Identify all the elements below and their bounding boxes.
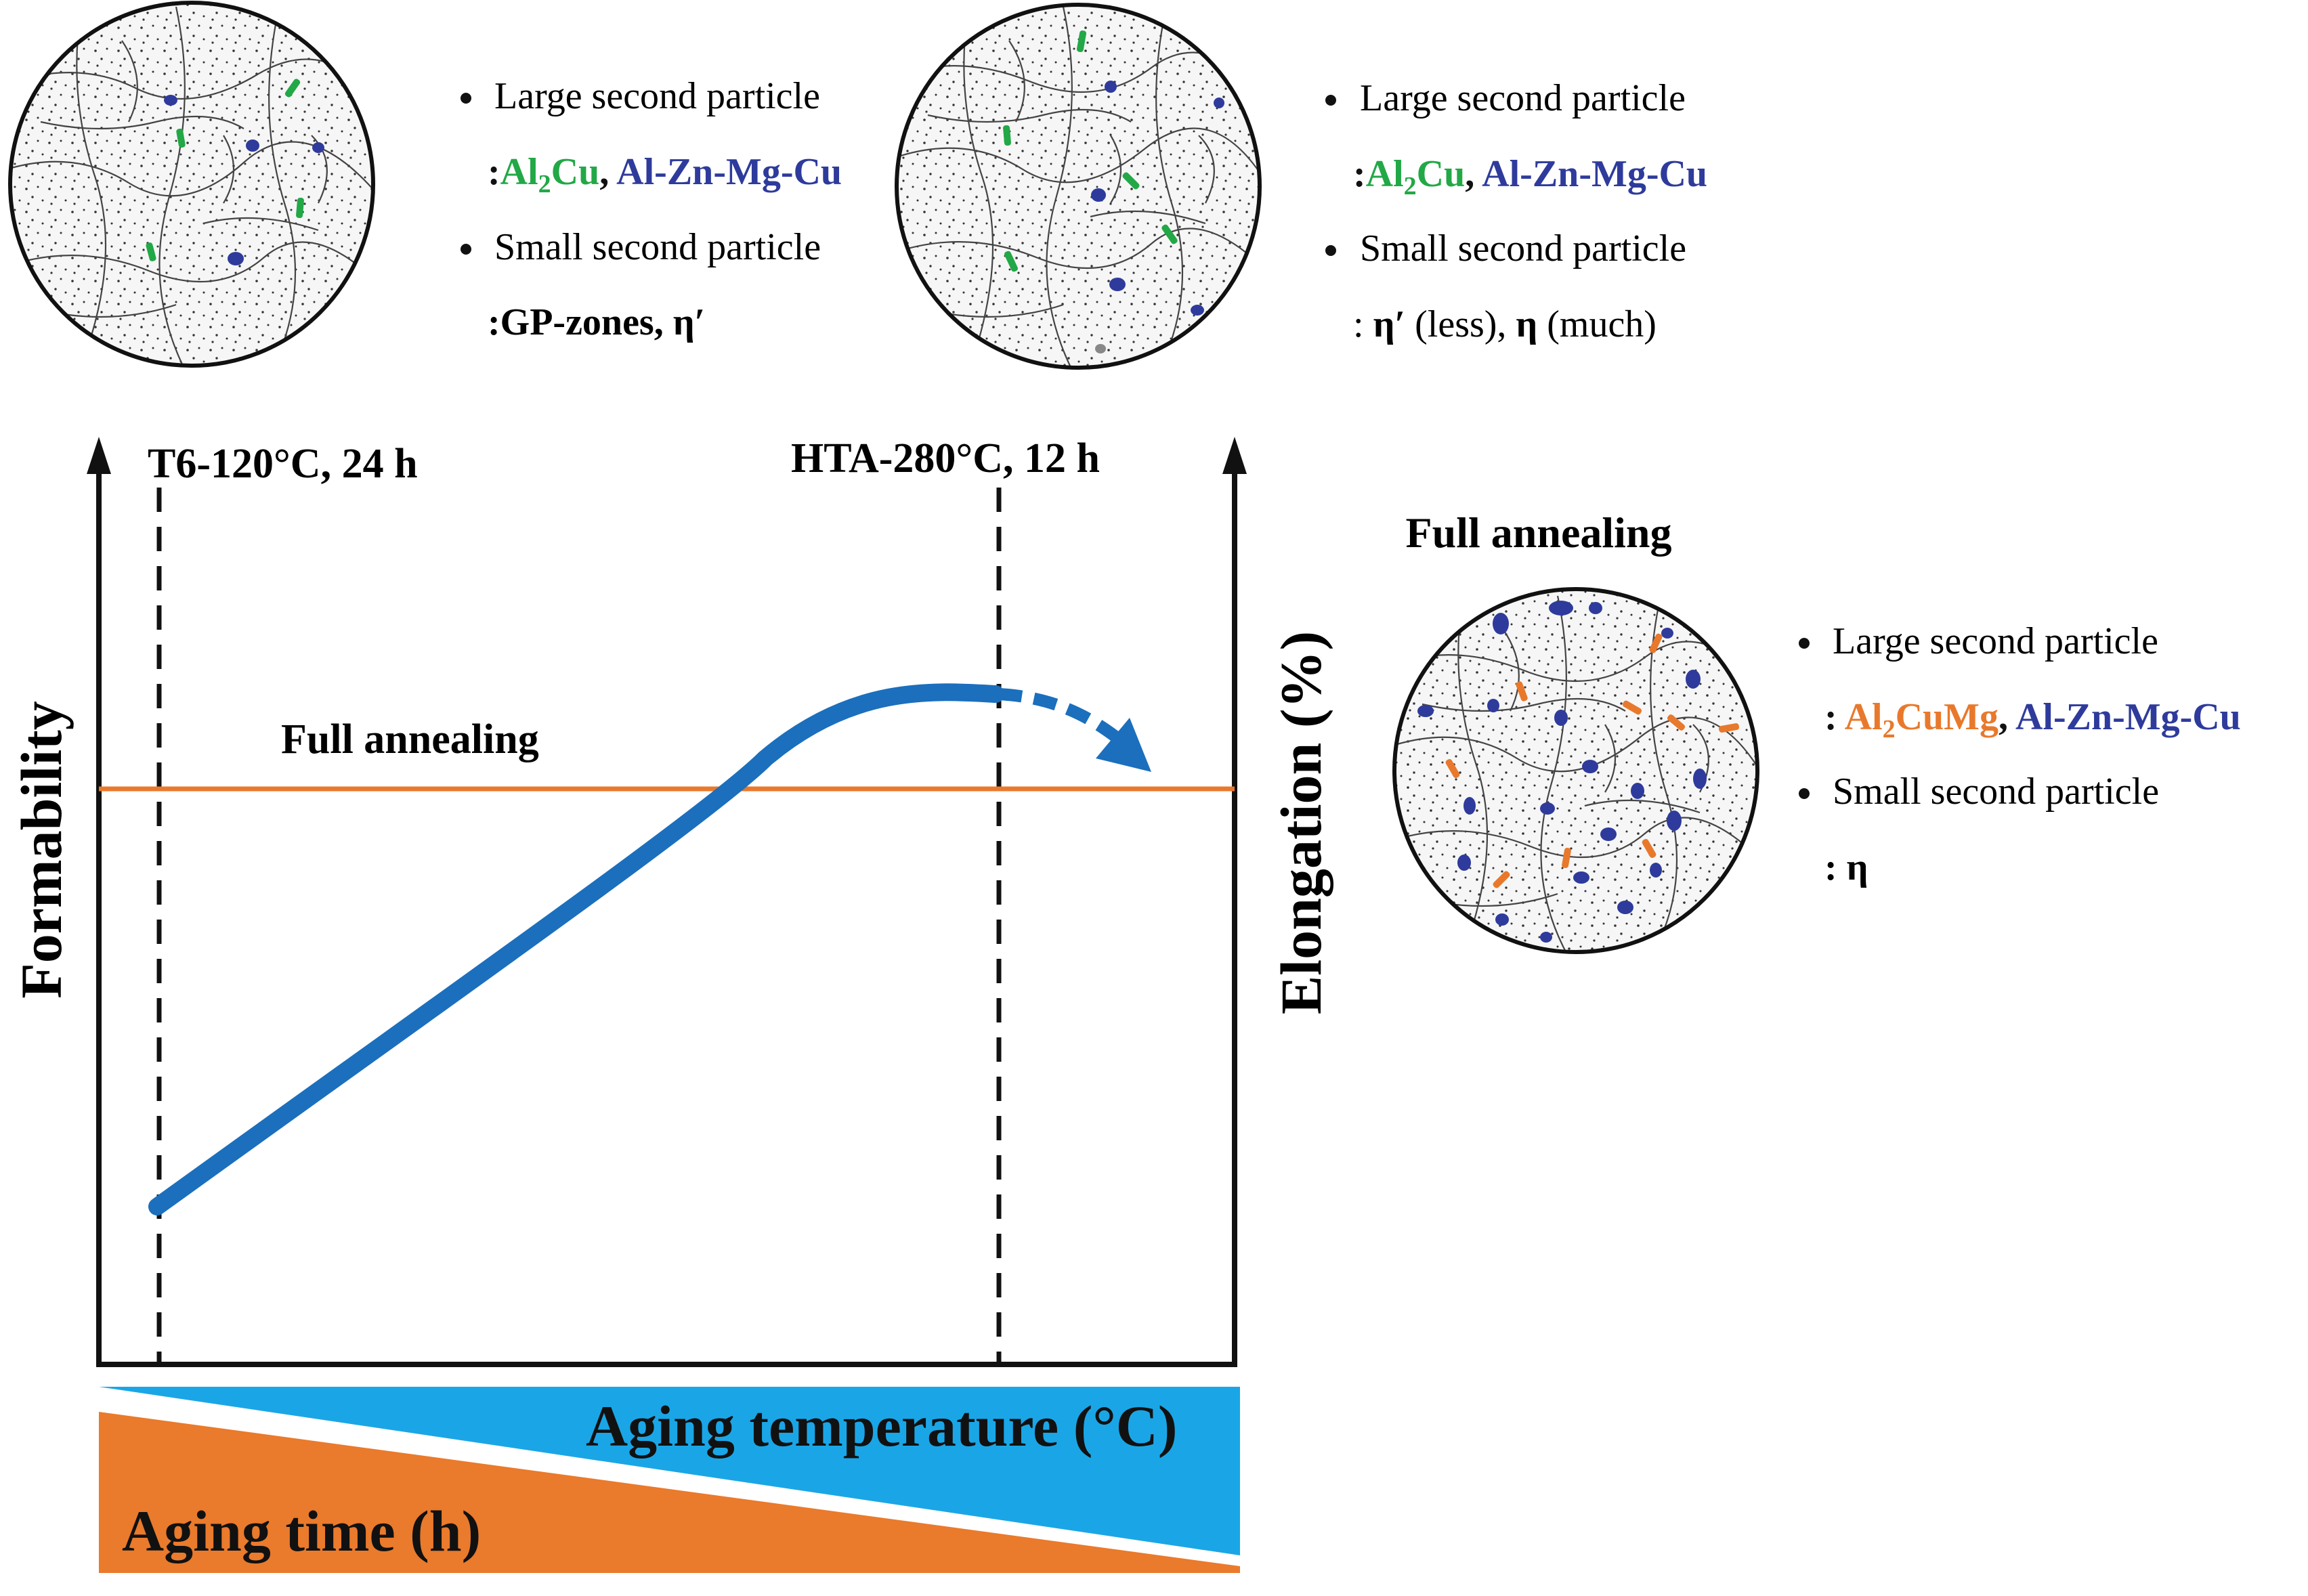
legend-t6-small-label: Small second particle: [494, 226, 821, 268]
legend-hta-small-phases: : η′ (less), η (much): [1353, 303, 1657, 345]
bullet-icon: [461, 244, 471, 255]
legend-hta-small-label: Small second particle: [1360, 228, 1686, 269]
legend-hta-large-label: Large second particle: [1360, 77, 1686, 119]
legend-full-large-label: Large second particle: [1833, 620, 2158, 662]
legend-t6-large-phases: :Al2Cu, Al-Zn-Mg-Cu: [488, 151, 842, 198]
aging-time-band: [99, 1412, 1240, 1573]
particles-t6: [146, 79, 324, 265]
grain-boundaries: [1394, 595, 1757, 952]
legend-hta-large-phases: :Al2Cu, Al-Zn-Mg-Cu: [1353, 153, 1707, 200]
formability-trend-dashed: [998, 688, 1121, 743]
legend-full-annealing: Full annealing Large second particle : A…: [1406, 509, 2241, 888]
bullet-icon: [1799, 638, 1810, 649]
legend-full-small-label: Small second particle: [1833, 771, 2159, 813]
particles-hta: [1003, 30, 1224, 353]
hta-marker-label: HTA-280°C, 12 h: [791, 435, 1100, 481]
y-axis-right-label: Elongation (%): [1268, 631, 1333, 1014]
legend-full-large-phases: : Al2CuMg, Al-Zn-Mg-Cu: [1824, 696, 2241, 743]
microstructure-hta: [895, 3, 1262, 370]
legend-t6: Large second particle :Al2Cu, Al-Zn-Mg-C…: [461, 75, 842, 343]
legend-full-small-phases: : η: [1824, 846, 1868, 888]
trend-arrow-icon: [1096, 718, 1151, 772]
aging-bands: Aging temperature (°C) Aging time (h): [99, 1387, 1240, 1573]
bullet-icon: [461, 93, 471, 104]
microstructure-full-annealing: [1392, 587, 1759, 954]
grain-boundaries: [900, 6, 1260, 368]
bullet-icon: [1799, 788, 1810, 799]
formability-curve: [148, 683, 1004, 1215]
y-axis-left-label: Formability: [9, 701, 74, 999]
legend-hta: Large second particle :Al2Cu, Al-Zn-Mg-C…: [1325, 77, 1707, 345]
bullet-icon: [1325, 245, 1336, 256]
full-annealing-line-label: Full annealing: [281, 716, 539, 762]
full-annealing-title: Full annealing: [1406, 509, 1672, 557]
y-axis-left-arrow-icon: [87, 437, 111, 474]
bullet-icon: [1325, 95, 1336, 106]
t6-marker-label: T6-120°C, 24 h: [148, 441, 418, 487]
legend-t6-large-label: Large second particle: [494, 75, 820, 117]
particles-full-annealing: [1417, 601, 1740, 943]
chart-frame: T6-120°C, 24 h HTA-280°C, 12 h Full anne…: [9, 435, 1333, 1367]
aging-time-label: Aging time (h): [122, 1498, 481, 1563]
y-axis-right-arrow-icon: [1222, 437, 1247, 474]
aging-temperature-band: [99, 1387, 1240, 1555]
legend-t6-small-phases: :GP-zones, η′: [488, 301, 705, 343]
microstructure-t6: [8, 1, 375, 368]
aging-temperature-label: Aging temperature (°C): [586, 1394, 1177, 1459]
